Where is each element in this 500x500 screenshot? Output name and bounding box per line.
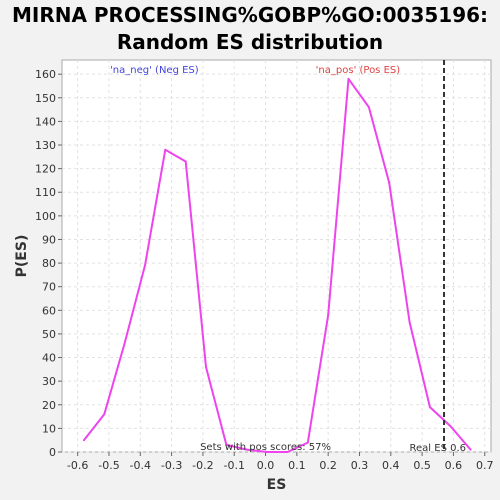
es-distribution-point	[306, 441, 309, 444]
es-distribution-point	[449, 425, 452, 428]
es-distribution-point	[123, 342, 126, 345]
y-tick-label: 80	[42, 257, 56, 270]
y-tick-label: 10	[42, 422, 56, 435]
x-tick-label: 0.6	[445, 459, 463, 472]
es-distribution-point	[225, 443, 228, 446]
axes: 0 10 20 30 40 50 60 70 80 90 100 110 120 130 140 150 160…	[35, 68, 493, 472]
neg-es-annotation: 'na_neg' (Neg ES)	[110, 65, 199, 76]
es-distribution-point	[469, 448, 472, 451]
es-distribution-point	[428, 406, 431, 409]
es-distribution-line	[83, 77, 472, 453]
x-tick-label: -0.2	[192, 459, 213, 472]
y-tick-label: 140	[35, 115, 56, 128]
annotations: 'na_neg' (Neg ES) 'na_pos' (Pos ES) Sets…	[110, 60, 466, 454]
es-distribution-point	[347, 77, 350, 80]
x-tick-label: -0.3	[161, 459, 182, 472]
chart-title-line-1: MIRNA PROCESSING%GOBP%GO:0035196:	[11, 3, 489, 27]
x-tick-label: -0.1	[223, 459, 244, 472]
x-tick-label: 0.7	[476, 459, 494, 472]
sets-pos-scores-annotation: Sets with pos scores: 57%	[200, 442, 331, 453]
pos-es-annotation: 'na_pos' (Pos ES)	[316, 65, 401, 76]
es-distribution-point	[205, 365, 208, 368]
plot-background	[61, 59, 492, 453]
es-distribution-point	[286, 451, 289, 453]
real-es-annotation: Real ES 0.6	[410, 443, 466, 454]
y-tick-label: 20	[42, 399, 56, 412]
x-tick-label: -0.5	[98, 459, 119, 472]
y-tick-label: 0	[49, 446, 56, 459]
x-tick-label: 0.5	[413, 459, 431, 472]
y-tick-label: 70	[42, 281, 56, 294]
es-distribution-point	[367, 106, 370, 109]
series-layer	[82, 77, 472, 453]
es-distribution-point	[327, 314, 330, 317]
chart-title: MIRNA PROCESSING%GOBP%GO:0035196: Random…	[0, 2, 500, 56]
x-tick-label: 0.4	[382, 459, 400, 472]
es-distribution-point	[82, 439, 85, 442]
y-tick-label: 120	[35, 163, 56, 176]
es-distribution-point	[143, 264, 146, 267]
es-distribution-point	[164, 148, 167, 151]
y-tick-label: 110	[35, 186, 56, 199]
es-distribution-point	[184, 160, 187, 163]
y-tick-label: 160	[35, 68, 56, 81]
y-tick-label: 30	[42, 375, 56, 388]
x-tick-label: 0.1	[288, 459, 306, 472]
x-tick-label: 0.3	[351, 459, 369, 472]
x-tick-label: -0.6	[67, 459, 88, 472]
x-tick-label: 0.0	[257, 459, 275, 472]
chart-title-line-2: Random ES distribution	[116, 30, 384, 54]
y-tick-label: 60	[42, 304, 56, 317]
y-tick-label: 90	[42, 233, 56, 246]
x-tick-label: 0.2	[319, 459, 337, 472]
es-distribution-point	[103, 413, 106, 416]
y-tick-label: 130	[35, 139, 56, 152]
es-distribution-point	[245, 448, 248, 451]
grid	[62, 60, 491, 453]
x-tick-label: -0.4	[130, 459, 151, 472]
y-tick-label: 150	[35, 92, 56, 105]
y-tick-label: 100	[35, 210, 56, 223]
x-axis-label: ES	[267, 477, 287, 493]
y-tick-label: 50	[42, 328, 56, 341]
es-distribution-point	[388, 181, 391, 184]
es-distribution-point	[408, 321, 411, 324]
y-axis-label: P(ES)	[14, 235, 30, 278]
y-tick-label: 40	[42, 352, 56, 365]
es-distribution-point	[266, 451, 269, 453]
